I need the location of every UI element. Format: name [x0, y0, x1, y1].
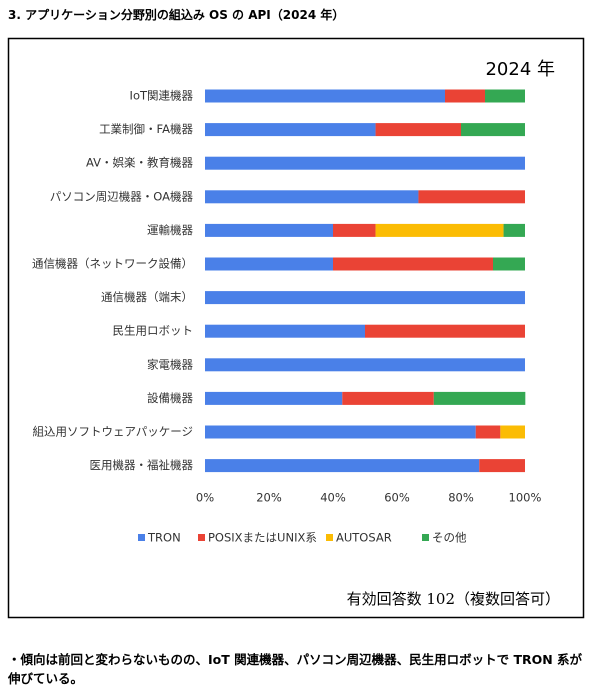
legend-label: その他	[432, 531, 467, 545]
annotation: 有効回答数 102（複数回答可）	[347, 590, 560, 608]
y-tick-label: 通信機器（端末）	[101, 290, 193, 304]
bar-segment	[375, 223, 504, 237]
legend-label: POSIXまたはUNIX系	[208, 531, 317, 545]
legend-swatch	[198, 534, 205, 541]
bar-segment	[205, 223, 333, 237]
chart-frame	[7, 37, 585, 619]
bar-segment	[205, 257, 333, 271]
legend-label: TRON	[147, 531, 181, 545]
y-tick-label: IoT関連機器	[130, 89, 194, 103]
heading: 3. アプリケーション分野別の組込み OS の API（2024 年）	[8, 8, 345, 22]
y-tick-label: 設備機器	[147, 391, 193, 405]
chart: 2024 年 有効回答数 102（複数回答可） 0% 20% 40% 60% 80% 10…	[7, 37, 585, 619]
bar-segment	[375, 123, 461, 137]
bar-segment	[205, 459, 480, 473]
x-tick-label: 60%	[384, 491, 410, 505]
bar-segment	[205, 358, 525, 372]
y-tick-label: 民生用ロボット	[113, 324, 194, 338]
y-tick-label: 家電機器	[147, 357, 193, 371]
bar-segment	[445, 89, 485, 103]
x-tick-label: 0%	[196, 491, 214, 505]
bar-segment	[205, 391, 343, 405]
bar-segment	[485, 89, 525, 103]
bar-segment	[333, 223, 376, 237]
chart-title: 2024 年	[485, 59, 555, 80]
y-tick-label: 組込用ソフトウェアパッケージ	[32, 425, 193, 439]
x-tick-label: 100%	[509, 491, 542, 505]
bar-segment	[365, 324, 525, 338]
legend-swatch	[138, 534, 145, 541]
bar-segment	[205, 324, 365, 338]
x-tick-label: 40%	[320, 491, 346, 505]
x-tick-label: 20%	[256, 491, 282, 505]
y-tick-label: パソコン周辺機器・OA機器	[50, 189, 194, 203]
legend-swatch	[326, 534, 333, 541]
legend-swatch	[422, 534, 429, 541]
bar-segment	[433, 391, 526, 405]
bar-segment	[503, 223, 525, 237]
bar-segment	[205, 156, 525, 170]
y-tick-label: 医用機器・福祉機器	[90, 458, 194, 472]
y-tick-label: 運輸機器	[147, 223, 193, 237]
y-tick-label: 工業制御・FA機器	[99, 122, 193, 136]
bar-segment	[205, 190, 419, 204]
bar-segment	[493, 257, 525, 271]
bar-segment	[333, 257, 493, 271]
bar-segment	[500, 425, 525, 439]
y-tick-label: AV・娯楽・教育機器	[86, 156, 193, 170]
bar-segment	[418, 190, 525, 204]
bar-segment	[205, 123, 376, 137]
bar-segment	[342, 391, 434, 405]
bar-segment	[205, 425, 476, 439]
bar-segment	[479, 459, 525, 473]
note: ・傾向は前回と変わらないものの、IoT 関連機器、パソコン周辺機器、民生用ロボッ…	[8, 652, 583, 686]
legend-label: AUTOSAR	[336, 531, 392, 545]
x-tick-label: 80%	[448, 491, 474, 505]
bar-segment	[475, 425, 501, 439]
y-tick-label: 通信機器（ネットワーク設備）	[32, 257, 193, 271]
bar-segment	[205, 291, 525, 305]
bar-segment	[205, 89, 445, 103]
bar-segment	[461, 123, 525, 137]
